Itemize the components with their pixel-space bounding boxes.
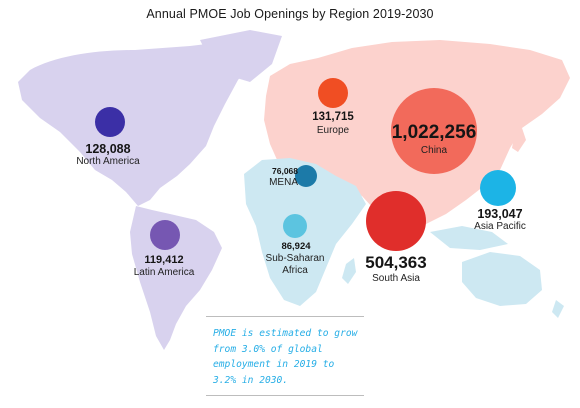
label-asia-pacific: Asia Pacific bbox=[474, 221, 526, 232]
note-text: PMOE is estimated to grow from 3.0% of g… bbox=[213, 328, 358, 386]
value-china: 1,022,256 bbox=[391, 122, 477, 143]
label-south-asia: South Asia bbox=[372, 273, 420, 284]
bubble-china bbox=[391, 88, 477, 174]
chart-title: Annual PMOE Job Openings by Region 2019-… bbox=[146, 7, 434, 21]
value-mena: 76,068 bbox=[272, 166, 298, 176]
value-north-america: 128,088 bbox=[85, 142, 131, 156]
value-europe: 131,715 bbox=[312, 111, 354, 123]
landmass-australia bbox=[462, 252, 542, 306]
bubble-sub-saharan-africa bbox=[283, 214, 307, 238]
bubble-europe bbox=[318, 78, 348, 108]
landmass-japan bbox=[512, 128, 526, 152]
note-bottom-rule bbox=[206, 395, 364, 396]
landmass-madagascar bbox=[342, 258, 356, 284]
bubble-latin-america bbox=[150, 220, 180, 250]
value-asia-pacific: 193,047 bbox=[477, 207, 523, 221]
bubble-north-america bbox=[95, 107, 125, 137]
landmass-north-america bbox=[18, 40, 255, 206]
landmass-greenland bbox=[200, 30, 282, 82]
label-sub-saharan-africa: Sub-Saharan Africa bbox=[265, 253, 325, 276]
value-latin-america: 119,412 bbox=[144, 254, 184, 266]
label-latin-america: Latin America bbox=[133, 267, 195, 278]
label-china: China bbox=[420, 145, 448, 156]
value-south-asia: 504,363 bbox=[365, 253, 427, 272]
bubble-mena bbox=[295, 165, 317, 187]
label-europe: Europe bbox=[316, 125, 350, 136]
note-top-rule bbox=[206, 316, 364, 317]
bubble-asia-pacific bbox=[480, 170, 516, 206]
bubble-south-asia bbox=[366, 191, 426, 251]
label-north-america: North America bbox=[76, 156, 140, 167]
landmass-new-zealand bbox=[552, 300, 564, 318]
landmass-indonesia bbox=[430, 226, 508, 250]
label-mena: MENA bbox=[269, 177, 298, 188]
value-sub-saharan-africa: 86,924 bbox=[281, 241, 311, 252]
